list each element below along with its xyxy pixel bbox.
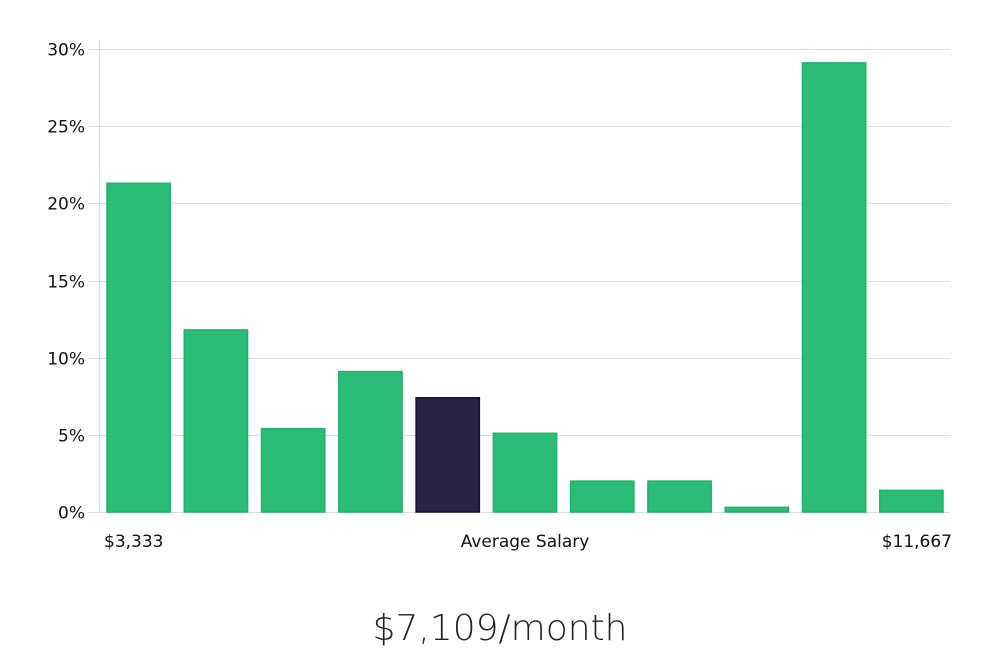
bar xyxy=(106,182,172,513)
bar xyxy=(569,480,635,513)
y-tick-label: 0% xyxy=(58,504,85,524)
bar xyxy=(801,62,867,513)
bar xyxy=(492,432,558,513)
x-min-label: $3,333 xyxy=(104,532,163,552)
y-tick-label: 20% xyxy=(47,195,85,215)
bar xyxy=(647,480,712,513)
x-axis-label: Average Salary xyxy=(461,532,590,552)
salary-histogram: 0% 5% 10% 15% 20% 25% 30% $3,333 Average Salar… xyxy=(47,40,952,552)
average-salary-summary: $7,109/month xyxy=(372,608,628,649)
x-max-label: $11,667 xyxy=(882,532,952,552)
bar xyxy=(183,329,249,513)
bar xyxy=(878,489,944,513)
bar xyxy=(260,427,326,513)
y-tick-label: 10% xyxy=(47,350,85,370)
y-tick-label: 30% xyxy=(47,41,85,61)
y-tick-label: 5% xyxy=(58,427,85,447)
bar xyxy=(338,370,403,513)
bar-highlighted xyxy=(415,397,481,513)
bar xyxy=(724,506,790,513)
y-tick-label: 25% xyxy=(47,118,85,138)
y-tick-label: 15% xyxy=(47,273,85,293)
